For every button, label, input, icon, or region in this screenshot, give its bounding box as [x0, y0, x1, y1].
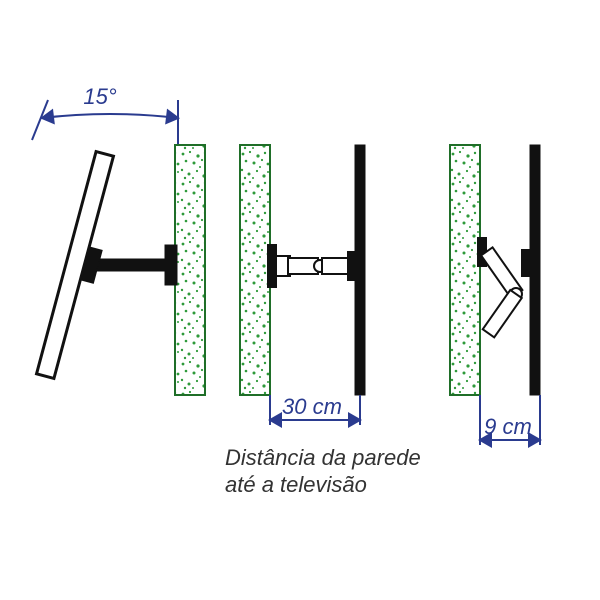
wall-3 — [450, 145, 480, 395]
tv-panel-2 — [355, 145, 365, 395]
angle-dimension: 15° — [32, 84, 178, 145]
caption-line-1: Distância da parede — [225, 445, 421, 470]
folded-label: 9 cm — [484, 414, 532, 439]
angle-label: 15° — [83, 84, 116, 109]
wall-1 — [175, 145, 205, 395]
extended-label: 30 cm — [282, 394, 342, 419]
figure-folded: 9 cm — [450, 145, 540, 445]
wall-2 — [240, 145, 270, 395]
mount-arm-3 — [478, 238, 530, 337]
dimension-extended: 30 cm — [270, 394, 360, 425]
mount-arm-1 — [80, 245, 177, 285]
figure-extended: 30 cm — [240, 145, 365, 425]
caption-line-2: até a televisão — [225, 472, 367, 497]
tv-panel-3 — [530, 145, 540, 395]
diagram-canvas: 15° — [0, 0, 600, 600]
dimension-folded: 9 cm — [480, 395, 540, 445]
figure-tilted: 15° — [32, 84, 205, 395]
mount-arm-2 — [268, 245, 356, 287]
